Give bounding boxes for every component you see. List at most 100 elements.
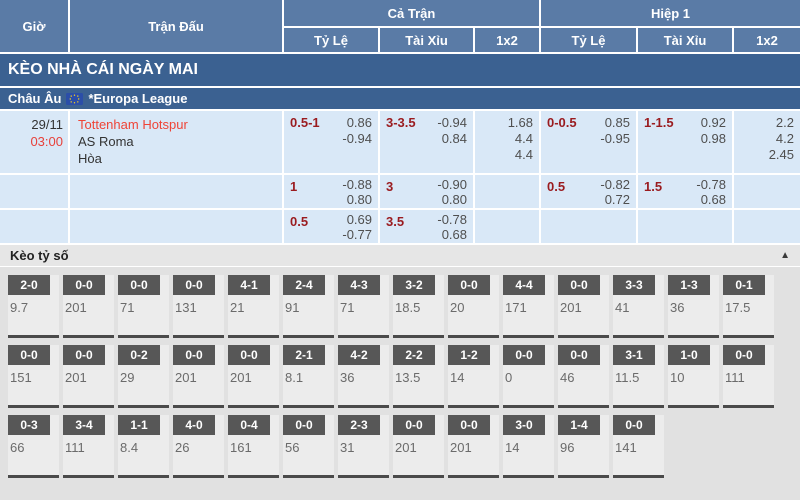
score-section-header[interactable]: Kèo tỷ số ▲ (0, 245, 800, 267)
score-badge: 0-0 (63, 345, 105, 365)
h1-overunder-cell[interactable]: 1-1.5 0.92 0.98 (638, 111, 732, 173)
score-cell[interactable]: 2-1 8.1 (283, 345, 334, 408)
score-badge: 0-0 (228, 345, 270, 365)
match-teams-cell (70, 175, 282, 208)
score-odds-value: 29 (120, 370, 135, 385)
score-cell[interactable]: 3-3 41 (613, 275, 664, 338)
h1-1x2-cell[interactable] (734, 210, 800, 243)
score-cell[interactable]: 4-4 171 (503, 275, 554, 338)
score-cell[interactable]: 1-4 96 (558, 415, 609, 478)
score-odds-value: 10 (670, 370, 685, 385)
h1-overunder-cell[interactable] (638, 210, 732, 243)
score-badge: 2-1 (283, 345, 325, 365)
score-cell[interactable]: 0-0 201 (393, 415, 444, 478)
score-badge: 4-2 (338, 345, 380, 365)
score-cell[interactable]: 0-4 161 (228, 415, 279, 478)
score-cell[interactable]: 1-0 10 (668, 345, 719, 408)
score-badge: 2-4 (283, 275, 325, 295)
score-cell[interactable]: 0-2 29 (118, 345, 169, 408)
1x2-odd: 4.2 (775, 131, 794, 146)
score-cell[interactable]: 3-4 111 (63, 415, 114, 478)
match-odds-row: 29/11 03:00 Tottenham Hotspur AS Roma Hò… (0, 111, 800, 173)
col-group-first-half: Hiệp 1 Tỷ Lệ Tài Xỉu 1x2 (541, 0, 800, 52)
score-cell[interactable]: 3-0 14 (503, 415, 554, 478)
score-cell[interactable]: 0-0 0 (503, 345, 554, 408)
ft-handicap-cell[interactable]: 1 -0.88 0.80 (284, 175, 378, 208)
score-cell[interactable]: 2-3 31 (338, 415, 389, 478)
h1-handicap-cell[interactable]: 0-0.5 0.85 -0.95 (541, 111, 636, 173)
score-cell[interactable]: 4-1 21 (228, 275, 279, 338)
col-header-time: Giờ (0, 0, 68, 52)
score-cell[interactable]: 0-0 131 (173, 275, 224, 338)
score-cell[interactable]: 1-3 36 (668, 275, 719, 338)
score-odds-value: 201 (175, 370, 197, 385)
score-cell[interactable]: 2-4 91 (283, 275, 334, 338)
score-odds-value: 8.4 (120, 440, 139, 455)
score-odds-value: 141 (615, 440, 637, 455)
score-cell[interactable]: 0-0 201 (173, 345, 224, 408)
col-header-h1-ratio: Tỷ Lệ (541, 28, 636, 52)
score-odds-value: 14 (505, 440, 520, 455)
score-cell[interactable]: 4-2 36 (338, 345, 389, 408)
score-cell[interactable]: 0-0 201 (448, 415, 499, 478)
ft-overunder-cell[interactable]: 3-3.5 -0.94 0.84 (380, 111, 473, 173)
score-cell[interactable]: 4-3 71 (338, 275, 389, 338)
collapse-arrow-icon[interactable]: ▲ (780, 250, 790, 261)
col-header-ft-1x2: 1x2 (475, 28, 539, 52)
score-odds-value: 26 (175, 440, 190, 455)
score-cell[interactable]: 0-3 66 (8, 415, 59, 478)
match-teams-cell (70, 210, 282, 243)
h1-1x2-cell[interactable] (734, 175, 800, 208)
score-cell[interactable]: 2-2 13.5 (393, 345, 444, 408)
score-cell[interactable]: 2-0 9.7 (8, 275, 59, 338)
score-cell[interactable]: 0-0 201 (228, 345, 279, 408)
score-cell[interactable]: 1-2 14 (448, 345, 499, 408)
odd-value: -0.95 (600, 131, 630, 146)
h1-handicap-cell[interactable] (541, 210, 636, 243)
away-team: AS Roma (78, 134, 134, 149)
score-cell[interactable]: 0-0 20 (448, 275, 499, 338)
ft-1x2-cell[interactable] (475, 210, 539, 243)
ft-1x2-cell[interactable]: 1.68 4.4 4.4 (475, 111, 539, 173)
score-cell[interactable]: 0-0 46 (558, 345, 609, 408)
league-row[interactable]: Châu Âu *Europa League (0, 88, 800, 109)
score-odds-value: 46 (560, 370, 575, 385)
home-team: Tottenham Hotspur (78, 117, 188, 132)
score-cell[interactable]: 0-0 201 (63, 275, 114, 338)
odd-value: -0.94 (342, 131, 372, 146)
match-time-cell (0, 175, 68, 208)
ft-1x2-cell[interactable] (475, 175, 539, 208)
score-cell[interactable]: 3-2 18.5 (393, 275, 444, 338)
ft-handicap-cell[interactable]: 0.5 0.69 -0.77 (284, 210, 378, 243)
ft-overunder-cell[interactable]: 3.5 -0.78 0.68 (380, 210, 473, 243)
score-cell[interactable]: 0-0 201 (63, 345, 114, 408)
score-badge: 2-2 (393, 345, 435, 365)
score-odds-value: 201 (395, 440, 417, 455)
score-cell[interactable]: 4-0 26 (173, 415, 224, 478)
score-badge: 0-0 (8, 345, 50, 365)
h1-handicap-cell[interactable]: 0.5 -0.82 0.72 (541, 175, 636, 208)
score-cell[interactable]: 0-1 17.5 (723, 275, 774, 338)
score-cell[interactable]: 0-0 71 (118, 275, 169, 338)
score-badge: 2-0 (8, 275, 50, 295)
score-odds-value: 8.1 (285, 370, 304, 385)
handicap-line: 1 (290, 179, 298, 194)
score-odds-value: 201 (230, 370, 252, 385)
score-cell[interactable]: 0-0 141 (613, 415, 664, 478)
score-cell[interactable]: 0-0 56 (283, 415, 334, 478)
score-cell[interactable]: 1-1 8.4 (118, 415, 169, 478)
score-badge: 0-0 (503, 345, 545, 365)
h1-overunder-cell[interactable]: 1.5 -0.78 0.68 (638, 175, 732, 208)
h1-1x2-cell[interactable]: 2.2 4.2 2.45 (734, 111, 800, 173)
score-odds-value: 96 (560, 440, 575, 455)
ft-handicap-cell[interactable]: 0.5-1 0.86 -0.94 (284, 111, 378, 173)
1x2-odd: 1.68 (507, 115, 533, 130)
score-cell[interactable]: 3-1 11.5 (613, 345, 664, 408)
overunder-line: 1.5 (644, 179, 663, 194)
odd-value: -0.88 (342, 177, 372, 192)
ft-overunder-cell[interactable]: 3 -0.90 0.80 (380, 175, 473, 208)
score-cell[interactable]: 0-0 201 (558, 275, 609, 338)
score-badge: 1-3 (668, 275, 710, 295)
score-cell[interactable]: 0-0 111 (723, 345, 774, 408)
score-cell[interactable]: 0-0 151 (8, 345, 59, 408)
